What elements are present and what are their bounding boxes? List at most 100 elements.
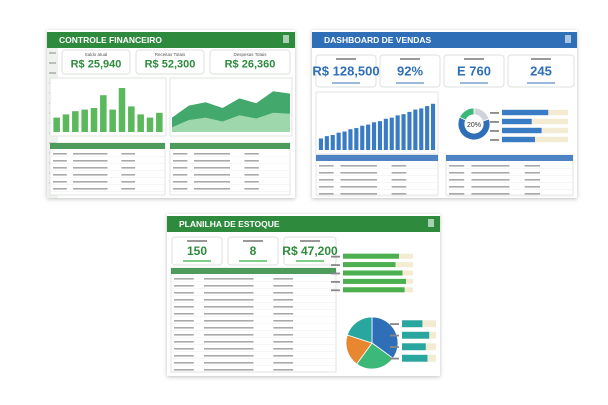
bar (502, 109, 549, 116)
chart-frame (49, 77, 167, 137)
kpi-label: Saldo atual (85, 52, 108, 57)
table-row-text (391, 165, 407, 167)
bar (330, 134, 335, 150)
kpi-card (283, 236, 337, 266)
table-row-text (244, 153, 259, 155)
bar (348, 129, 353, 150)
kpi-card (443, 54, 505, 88)
table-row-text (73, 174, 108, 176)
table (49, 142, 166, 196)
bar (81, 109, 88, 132)
table-row-text (204, 362, 254, 364)
bar (156, 112, 163, 132)
kpi-card (171, 236, 223, 266)
header-icon (283, 35, 289, 43)
table-row-text (53, 160, 67, 162)
table-row-text (391, 193, 407, 195)
table-header (170, 143, 290, 149)
kpi-caption (300, 240, 320, 242)
kpi-subcaption (332, 82, 360, 84)
kpi-caption (531, 58, 551, 60)
bar (336, 132, 341, 150)
bar (324, 136, 329, 150)
table-row-text (73, 160, 108, 162)
kpi-card (507, 54, 575, 88)
table-row-text (173, 174, 188, 176)
table-row-text (391, 186, 407, 188)
table-row-text (174, 320, 194, 322)
kpi-card (315, 54, 377, 88)
table-row-text (391, 179, 407, 181)
table-row-text (273, 348, 294, 350)
bar (371, 122, 377, 150)
kpi-value: E 760 (457, 63, 491, 78)
bar-label (490, 112, 499, 114)
table-row-text (244, 188, 259, 190)
kpi-value: R$ 52,300 (145, 58, 196, 70)
bar (343, 262, 396, 268)
table-row-text (273, 306, 294, 308)
kpi-value: R$ 26,360 (225, 58, 276, 70)
donut-hole (464, 114, 484, 134)
table-row-text (471, 193, 510, 195)
bar (402, 320, 423, 328)
table-row-text (204, 306, 254, 308)
table-row-text (204, 369, 254, 371)
table-row-text (204, 299, 254, 301)
table-row-text (73, 153, 108, 155)
bar (72, 111, 79, 132)
kpi-caption (187, 240, 207, 242)
kpi-card (61, 49, 131, 75)
table-row-text (173, 188, 188, 190)
kpi-caption (464, 58, 484, 60)
table-row-text (173, 181, 188, 183)
table-row-text (273, 334, 294, 336)
table-row-text (204, 355, 254, 357)
table-row-text (449, 193, 465, 195)
table-row-text (204, 278, 254, 280)
sidebar-row (49, 72, 56, 74)
bar (419, 108, 424, 150)
bar (62, 114, 70, 132)
table-row-text (524, 172, 540, 174)
table-row-text (174, 341, 194, 343)
table-row-text (449, 165, 465, 167)
bar (109, 109, 116, 132)
table (315, 154, 439, 196)
table-row-text (244, 181, 259, 183)
bar (360, 125, 365, 150)
kpi-value: 8 (250, 244, 257, 258)
bar (502, 136, 535, 143)
bar (128, 106, 135, 132)
bar (502, 127, 542, 134)
table-row-text (340, 193, 377, 195)
bar (342, 131, 347, 150)
table-row-text (244, 160, 259, 162)
table-row-text (244, 167, 259, 169)
bar (395, 115, 400, 150)
table-row-text (319, 193, 334, 195)
table-header (50, 143, 165, 149)
table-row-text (449, 179, 465, 181)
table-row-text (174, 306, 194, 308)
bar-label (331, 255, 340, 258)
bar-label (390, 357, 399, 360)
table-row-text (273, 341, 294, 343)
table-row-text (273, 299, 294, 301)
area (172, 112, 290, 132)
table-row-text (273, 313, 294, 315)
bar-label (331, 264, 340, 266)
table-row-text (449, 172, 465, 174)
table-row-text (194, 174, 230, 176)
table-row-text (471, 172, 510, 174)
sidebar-row (49, 62, 56, 64)
chart-frame (315, 91, 439, 155)
table-row-text (174, 362, 194, 364)
table-row-text (273, 327, 294, 329)
panel-header (47, 32, 295, 48)
table-row-text (194, 160, 230, 162)
pie-slice (346, 316, 373, 344)
bar-track (502, 118, 568, 125)
table-row-text (174, 278, 194, 280)
table-row-text (173, 153, 188, 155)
